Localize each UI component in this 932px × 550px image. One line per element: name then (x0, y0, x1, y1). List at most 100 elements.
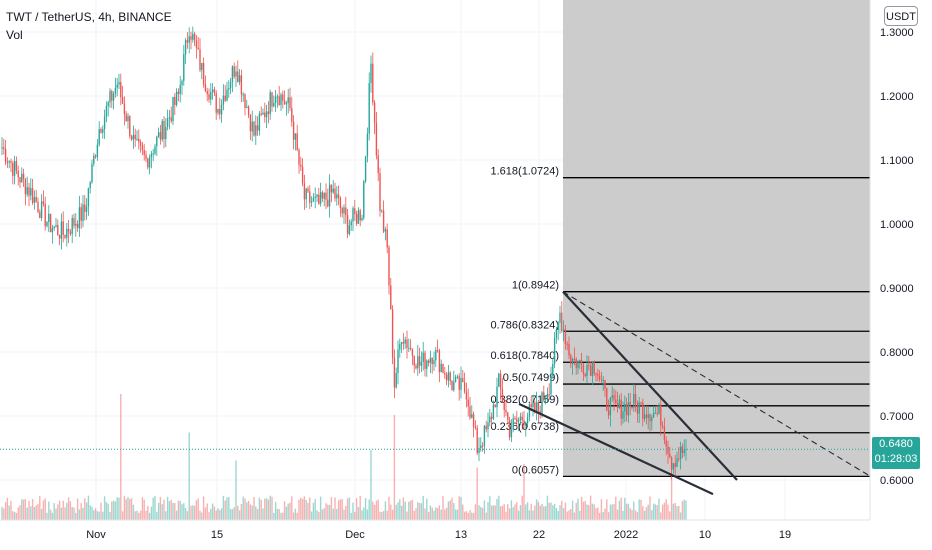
candle-body (681, 446, 684, 454)
volume-bar (404, 501, 406, 520)
volume-bar (8, 505, 10, 520)
candle-body (69, 231, 72, 234)
volume-bar (418, 502, 421, 520)
candle-body (3, 147, 5, 150)
volume-bar (602, 511, 604, 520)
candle-body (400, 342, 403, 345)
candle-body (219, 108, 221, 115)
candle-body (418, 356, 421, 366)
candle-body (336, 194, 338, 199)
volume-bar (15, 512, 18, 520)
candle-body (607, 410, 610, 416)
volume-bar (337, 500, 340, 520)
volume-bar (436, 508, 439, 520)
volume-bar (96, 511, 99, 520)
candle-body (377, 155, 379, 174)
price-tick-label: 1.3000 (880, 27, 914, 39)
candle-body (458, 376, 460, 390)
volume-bar (154, 495, 156, 520)
upper-wedge-trendline[interactable] (562, 290, 738, 481)
candle-body (136, 138, 138, 140)
volume-bar (256, 508, 259, 520)
volume-bar (91, 506, 93, 520)
candle-body (645, 414, 648, 419)
volume-label[interactable]: Vol (6, 28, 23, 42)
volume-bar (177, 500, 180, 520)
volume-bar (296, 512, 298, 520)
volume-bar (87, 495, 90, 520)
candle-body (485, 425, 487, 430)
price-axis-ticks[interactable]: 1.3000 1.2000 1.1000 1.0000 0.9000 0.8000 0.70… (880, 27, 914, 487)
candle-body (40, 201, 43, 219)
candle-body (481, 445, 484, 447)
volume-bar (336, 508, 338, 520)
candle-body (559, 312, 561, 323)
volume-bar (150, 506, 153, 520)
candle-body (370, 63, 372, 84)
currency-unit-badge[interactable]: USDT (884, 6, 918, 26)
fibonacci-levels[interactable]: 1.618(1.0724) 1(0.8942) 0.786(0.8324) 0.618… (491, 166, 871, 478)
volume-bar (49, 509, 52, 520)
candle-body (213, 89, 216, 94)
volume-bar (564, 502, 567, 520)
candle-body (26, 187, 28, 195)
candle-body (490, 416, 493, 419)
volume-bar (489, 496, 491, 520)
volume-bar (634, 510, 637, 520)
volume-bar (341, 499, 343, 520)
candle-body (552, 363, 554, 376)
candle-body (388, 247, 390, 286)
volume-bar (591, 503, 594, 520)
volume-bar (546, 495, 549, 520)
candle-body (582, 364, 585, 374)
volume-bar (219, 509, 221, 520)
volume-bar (409, 500, 412, 520)
candle-body (460, 378, 462, 390)
candle-body (575, 358, 577, 368)
volume-bar (220, 508, 223, 520)
volume-bar (33, 506, 36, 520)
candle-body (354, 208, 356, 215)
volume-bar (528, 510, 531, 520)
candle-body (431, 357, 433, 365)
fibonacci-zone-shading (563, 0, 870, 477)
volume-bar (294, 508, 297, 520)
volume-bar (364, 498, 367, 520)
volume-bar (375, 500, 378, 520)
candle-body (456, 376, 459, 378)
candle-body (253, 121, 255, 136)
candle-body (134, 134, 136, 140)
volume-bar (105, 501, 108, 520)
volume-bar (145, 510, 147, 520)
volume-bar (195, 500, 198, 520)
time-axis-ticks[interactable]: Nov 15 Dec 13 22 2022 10 19 (86, 529, 791, 541)
candle-body (6, 162, 9, 164)
candle-body (553, 338, 556, 364)
candle-body (402, 342, 405, 344)
candle-body (184, 40, 187, 55)
candle-body (438, 350, 441, 373)
volume-bar (247, 500, 250, 520)
candle-body (397, 349, 399, 374)
candle-body (296, 133, 298, 150)
candle-body (345, 207, 347, 216)
volume-bar (643, 510, 646, 520)
candle-body (150, 153, 153, 158)
volume-bar (636, 512, 639, 520)
candle-body (271, 92, 273, 107)
candle-body (647, 414, 649, 419)
candle-body (166, 118, 169, 128)
volume-bar (577, 498, 579, 520)
candle-body (597, 374, 599, 376)
volume-bar (357, 507, 360, 520)
last-price-value: 0.6480 (879, 438, 913, 450)
candle-body (537, 402, 540, 411)
volume-bar (663, 502, 666, 520)
volume-bar (175, 510, 178, 520)
candle-body (238, 75, 241, 83)
symbol-title[interactable]: TWT / TetherUS, 4h, BINANCE (6, 10, 172, 24)
volume-bar (93, 510, 95, 520)
fib-level-label: 0.5(0.7499) (503, 372, 559, 384)
volume-bar (283, 501, 286, 520)
